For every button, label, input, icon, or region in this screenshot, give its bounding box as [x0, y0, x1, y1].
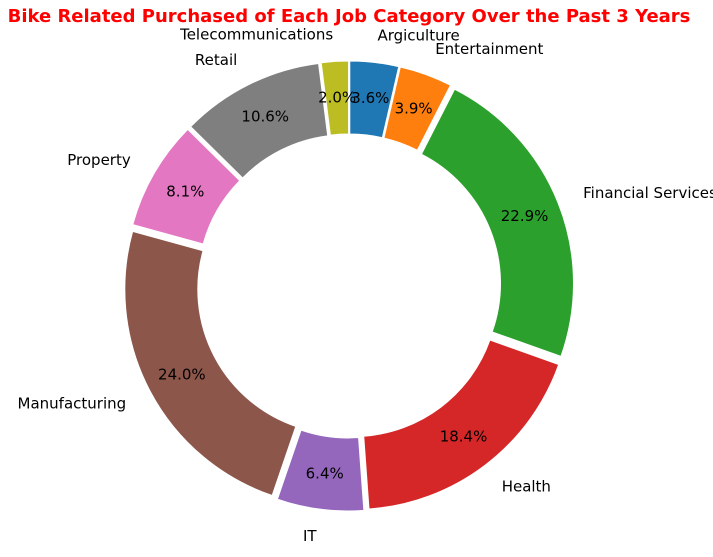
category-label-health: Health	[502, 477, 551, 495]
pct-label-financial-services: 22.9%	[501, 207, 549, 225]
slice-telecommunications	[320, 60, 350, 136]
slice-entertainment	[383, 66, 452, 151]
pct-label-it: 6.4%	[306, 464, 344, 482]
labels-group: 3.6% Argiculture 3.9% Entertainment 22.9% Fin…	[18, 25, 713, 544]
pct-label-entertainment: 3.9%	[395, 99, 433, 117]
pct-label-health: 18.4%	[440, 427, 488, 445]
slice-health	[363, 339, 560, 510]
pct-label-manufacturing: 24.0%	[158, 365, 206, 383]
category-label-argiculture: Argiculture	[377, 27, 459, 45]
category-label-telecommunications: Telecommunications	[179, 25, 333, 43]
category-label-manufacturing: Manufacturing	[18, 395, 127, 413]
slice-it	[276, 429, 365, 512]
category-label-entertainment: Entertainment	[435, 40, 543, 58]
slice-financial-services	[420, 88, 574, 357]
slice-argiculture	[349, 60, 400, 139]
category-label-property: Property	[67, 151, 131, 169]
slice-property	[132, 128, 241, 245]
pct-label-retail: 10.6%	[241, 108, 289, 126]
pct-label-telecommunications: 2.0%	[318, 88, 356, 106]
slice-retail	[189, 62, 329, 179]
slice-manufacturing	[124, 230, 297, 497]
category-label-financial-services: Financial Services	[583, 184, 713, 202]
pct-label-argiculture: 3.6%	[351, 89, 389, 107]
category-label-retail: Retail	[195, 51, 237, 69]
slices-group	[124, 60, 574, 512]
category-label-it: IT	[303, 527, 317, 545]
chart-title: Bike Related Purchased of Each Job Categ…	[8, 6, 691, 27]
pct-label-property: 8.1%	[166, 183, 204, 201]
